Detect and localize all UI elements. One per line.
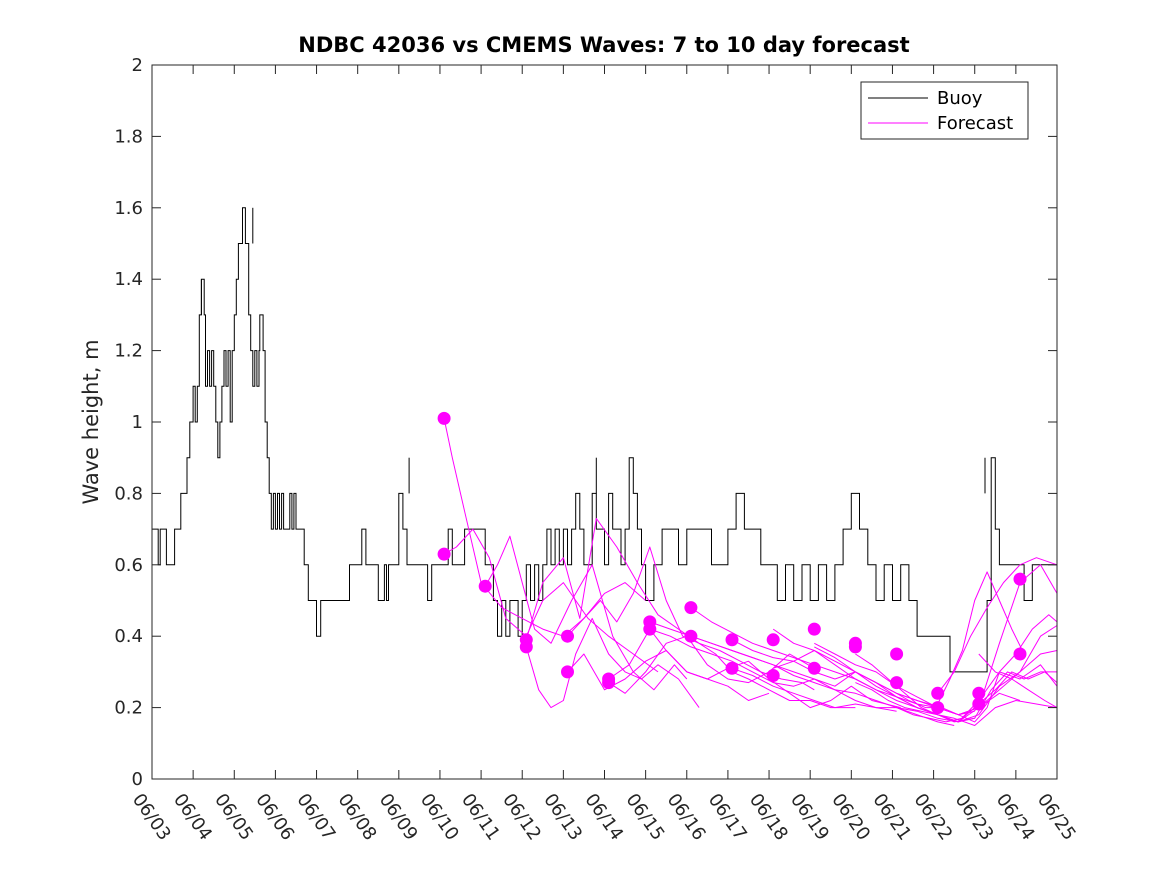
buoy-line <box>152 207 1057 673</box>
forecast-start-marker <box>972 686 986 700</box>
forecast-start-marker <box>931 701 945 715</box>
y-tick-label: 0 <box>132 769 143 790</box>
forecast-start-marker <box>561 665 574 679</box>
y-tick-label: 1.2 <box>114 341 143 362</box>
forecast-start-marker <box>684 601 698 615</box>
plot-area <box>152 65 1057 779</box>
forecast-start-marker <box>561 629 574 643</box>
forecast-start-marker <box>519 640 533 654</box>
forecast-line <box>567 546 856 709</box>
y-axis-label: Wave height, m <box>79 339 103 504</box>
forecast-start-marker <box>807 622 821 636</box>
forecast-start-marker <box>437 411 451 425</box>
forecast-start-marker <box>478 579 492 593</box>
forecast-marker-group <box>437 411 1027 715</box>
legend-label-buoy: Buoy <box>937 88 983 109</box>
y-tick-label: 2 <box>132 55 143 76</box>
forecast-start-marker <box>602 676 616 690</box>
buoy-series <box>152 207 1057 673</box>
legend-label-forecast: Forecast <box>937 113 1013 134</box>
y-tick-label: 1 <box>132 412 143 433</box>
forecast-line <box>690 635 955 726</box>
forecast-line <box>484 535 688 691</box>
forecast-start-marker <box>766 669 780 682</box>
forecast-start-marker <box>684 629 698 643</box>
forecast-start-marker <box>890 676 904 690</box>
y-tick-label: 0.8 <box>114 483 143 504</box>
forecast-start-marker <box>1013 572 1027 586</box>
forecast-start-marker <box>643 622 657 636</box>
forecast-line <box>978 653 1058 709</box>
forecast-start-marker <box>725 661 739 675</box>
forecast-line <box>443 528 659 673</box>
forecast-line <box>937 571 1025 705</box>
legend: Buoy Forecast <box>860 81 1029 140</box>
forecast-line <box>855 682 1058 726</box>
forecast-start-marker <box>931 686 945 700</box>
forecast-start-marker <box>1013 647 1027 661</box>
forecast-line <box>525 617 700 709</box>
y-tick-label: 0.4 <box>114 626 143 647</box>
forecast-start-marker <box>725 633 739 647</box>
y-tick-label: 1.8 <box>114 126 143 147</box>
forecast-start-marker <box>766 633 780 647</box>
forecast-line <box>731 667 1021 723</box>
forecast-start-marker <box>807 661 821 675</box>
forecast-line <box>772 628 1058 716</box>
forecast-start-marker <box>890 647 904 661</box>
forecast-start-marker <box>848 640 862 654</box>
forecast-line <box>896 614 1058 723</box>
legend-box <box>860 81 1029 140</box>
forecast-line <box>855 653 1057 723</box>
forecast-start-marker <box>972 697 986 711</box>
y-tick-label: 0.2 <box>114 698 143 719</box>
forecast-line <box>937 557 1058 694</box>
y-tick-label: 0.6 <box>114 555 143 576</box>
y-tick-label: 1.4 <box>114 269 143 290</box>
forecast-line <box>649 628 897 712</box>
y-axis-ticks: 0 0.2 0.4 0.6 0.8 1 1.2 1.4 1.6 1.8 2 <box>114 55 1057 790</box>
y-tick-label: 1.6 <box>114 198 143 219</box>
chart-title: NDBC 42036 vs CMEMS Waves: 7 to 10 day f… <box>298 33 909 57</box>
forecast-start-marker <box>437 547 451 561</box>
